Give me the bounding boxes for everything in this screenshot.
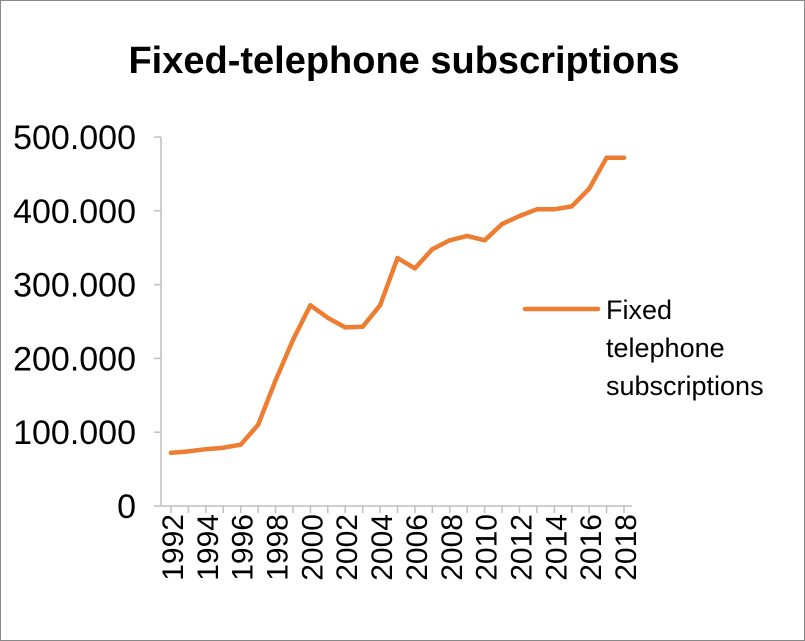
axes: 0 100.000 200.000 300.000 400.000 500.000 1992… [13,119,643,581]
data-point [569,204,574,209]
data-point [186,449,191,454]
data-point [360,324,365,329]
series-layer [168,155,627,456]
series-line [168,155,627,456]
x-tick-label: 1996 [227,514,260,581]
data-point [517,213,522,219]
data-point [343,325,348,330]
x-tick-label: 2012 [505,514,538,581]
data-point [308,303,313,308]
x-tick-label: 2014 [540,514,573,581]
y-tick-label: 300.000 [13,267,136,305]
data-point [604,155,609,160]
data-point [482,238,487,243]
chart-title: Fixed-telephone subscriptions [128,40,679,82]
legend-label: Fixed telephone subscriptions [606,295,764,401]
x-tick-label: 2016 [575,514,608,581]
legend: Fixed telephone subscriptions [522,295,764,401]
data-point [290,337,296,343]
x-tick-label: 2006 [401,514,434,581]
data-point [586,186,592,191]
y-tick-label: 100.000 [13,414,136,452]
y-tick-label: 200.000 [13,340,136,378]
data-point [430,246,435,252]
data-point [395,255,400,261]
y-tick-label: 400.000 [13,193,136,231]
data-point [221,445,226,450]
x-tick-label: 2010 [471,514,504,581]
x-tick-label: 2000 [296,514,329,581]
data-point [377,303,383,308]
data-point [534,207,540,212]
x-tick-label: 2002 [331,514,364,581]
y-tick-label: 500.000 [13,119,136,157]
data-point [273,378,278,383]
data-point [621,155,627,160]
data-point [412,266,418,271]
data-point [552,207,557,212]
data-point [325,315,331,321]
x-tick-label: 1992 [157,514,190,581]
x-tick-label: 2008 [436,514,469,581]
y-tick-label: 0 [117,488,136,526]
x-tick-label: 2018 [610,514,643,581]
data-point [499,221,505,227]
data-point [168,450,174,456]
data-point [447,238,452,243]
x-tick-label: 1994 [192,514,225,581]
data-point [255,422,261,428]
x-tick-label: 2004 [366,514,399,581]
data-point [238,442,243,447]
data-point [203,446,209,452]
data-point [464,233,470,239]
x-tick-label: 1998 [262,514,295,581]
